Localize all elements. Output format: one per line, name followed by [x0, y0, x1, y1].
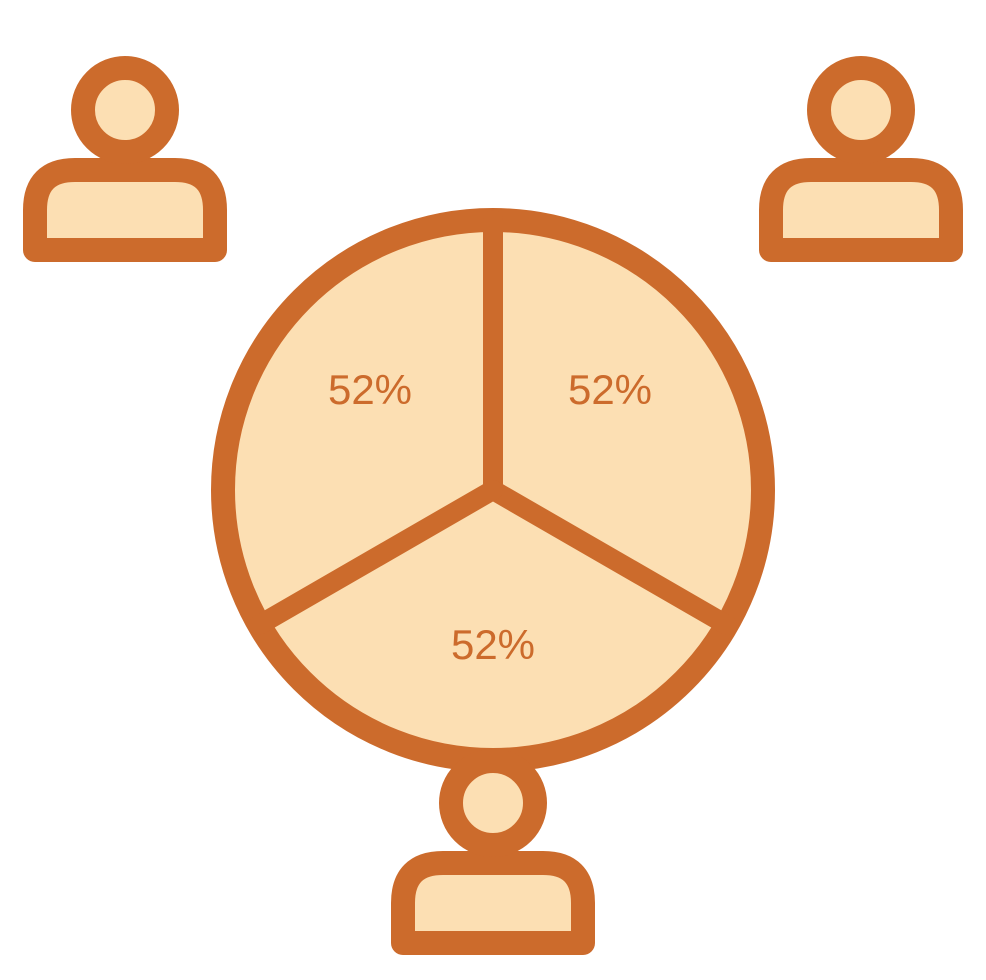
infographic-stage: 52% 52% 52% — [0, 0, 986, 980]
person-icon — [771, 68, 951, 250]
person-body — [771, 170, 951, 250]
pie-slice-label: 52% — [568, 366, 652, 414]
person-body — [35, 170, 215, 250]
pie-slice-label: 52% — [328, 366, 412, 414]
person-icon — [35, 68, 215, 250]
pie-slice-label: 52% — [451, 621, 535, 669]
person-head — [451, 761, 535, 845]
pie-people-diagram — [0, 0, 986, 980]
person-body — [403, 863, 583, 943]
person-head — [819, 68, 903, 152]
person-icon — [403, 761, 583, 943]
person-head — [83, 68, 167, 152]
